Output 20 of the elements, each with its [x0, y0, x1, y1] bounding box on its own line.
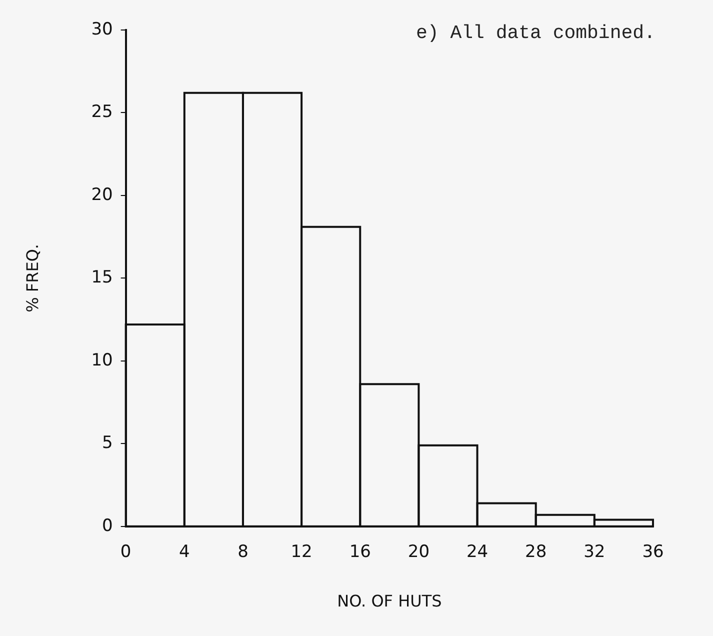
- y-axis-title: % FREQ.: [22, 244, 42, 312]
- annotation: e) All data combined.: [416, 22, 656, 44]
- y-tick-label: 10: [91, 350, 113, 370]
- y-tick-label: 30: [91, 19, 113, 40]
- x-tick-label: 16: [349, 542, 371, 562]
- y-tick-label: 20: [91, 184, 113, 205]
- x-tick-label: 28: [525, 542, 547, 562]
- x-tick-label: 20: [408, 542, 430, 562]
- y-tick-label: 25: [91, 102, 113, 122]
- y-tick-label: 5: [102, 433, 113, 454]
- x-axis-title: NO. OF HUTS: [337, 592, 442, 611]
- x-tick-label: 8: [238, 542, 248, 562]
- x-tick-label: 12: [290, 542, 312, 562]
- x-tick-label: 32: [584, 542, 606, 562]
- x-tick-label: 4: [178, 542, 190, 562]
- x-tick-label: 24: [466, 542, 488, 562]
- x-tick-label: 36: [642, 542, 664, 562]
- y-tick-label: 15: [91, 268, 113, 288]
- x-tick-label: 0: [120, 542, 132, 562]
- y-tick-label: 0: [102, 516, 113, 536]
